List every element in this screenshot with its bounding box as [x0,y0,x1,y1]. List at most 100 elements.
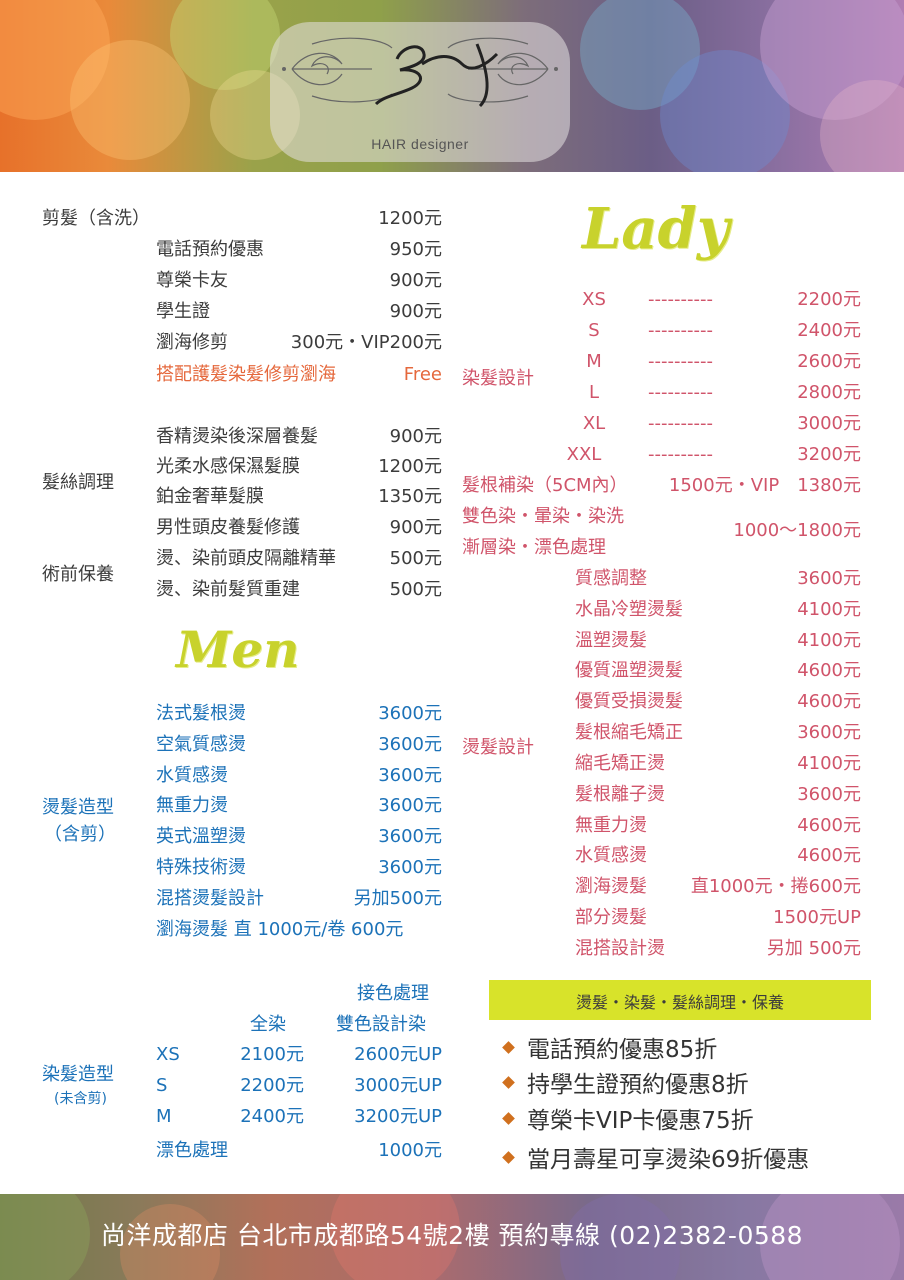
men-dye-size: XS [156,1044,180,1065]
lady-dye-dashes: ---------- [648,320,713,341]
promo-item-text: 尊榮卡VIP卡優惠75折 [527,1108,754,1134]
care-item-price: 1350元 [378,486,442,507]
men-dye-note: (未含剪) [54,1091,107,1107]
lady-root-price: 1500元・VIP 1380元 [668,475,861,496]
men-perm-item-name: 無重力燙 [156,795,228,816]
lady-dye-price: 2400元 [797,320,861,341]
men-perm-item-name: 法式髮根燙 [156,703,246,724]
lady-perm-item-price: 3600元 [797,722,861,743]
lady-perm-item-name: 髮根縮毛矯正 [575,722,683,743]
men-dye-size: M [156,1106,172,1127]
header-banner: HAIR designer [0,0,904,172]
promo-bar-text: 燙髮・染髮・髮絲調理・保養 [575,993,784,1012]
lady-perm-item-name: 溫塑燙髮 [575,630,647,651]
men-perm-item-name: 特殊技術燙 [156,857,246,878]
care-item-name: 香精燙染後深層養髮 [156,426,318,447]
lady-perm-item-name: 髮根離子燙 [575,784,665,805]
promo-item-text: 電話預約優惠85折 [527,1037,718,1063]
care-category: 髮絲調理 [42,472,114,493]
lady-perm-item-price: 4600元 [797,691,861,712]
cut-title: 剪髮（含洗） [42,208,150,229]
men-dye-size: S [156,1075,168,1096]
lady-dye-size: S [588,320,600,341]
men-perm-item-price: 3600元 [378,857,442,878]
men-dye-category: 染髮造型 [42,1064,114,1085]
tagline: HAIR designer [371,136,469,152]
pre-care-category: 術前保養 [42,564,114,585]
men-dye-header-top: 接色處理 [357,983,429,1004]
lady-perm-item-price: 1500元UP [773,907,861,928]
lady-dye-size: XXL [566,444,602,465]
men-perm-item-price: 另加500元 [353,888,442,909]
men-dye-full: 2100元 [240,1044,304,1065]
footer-address: 尚洋成都店 台北市成都路54號2樓 預約專線 (02)2382-0588 [100,1221,804,1250]
men-perm-item-name: 英式溫塑燙 [156,826,246,847]
logo-panel [270,22,570,162]
lady-perm-item-price: 另加 500元 [766,938,861,959]
cut-item-price: 900元 [389,301,442,322]
men-perm-item-price: 3600元 [378,795,442,816]
lady-perm-item-price: 3600元 [797,784,861,805]
diamond-bullet-icon [502,1041,515,1054]
cut-item-price: 900元 [389,270,442,291]
care-item-name: 鉑金奢華髮膜 [156,486,264,507]
men-perm-note: （含剪） [44,824,116,845]
men-perm-category: 燙髮造型 [42,797,114,818]
lady-multi-line2: 漸層染・漂色處理 [462,537,606,558]
cut-item-price: 950元 [389,239,442,260]
men-dye-two: 2600元UP [354,1044,442,1065]
men-bleach-price: 1000元 [378,1140,442,1161]
care-item-price: 500元 [389,579,442,600]
men-perm-item-price: 3600元 [378,703,442,724]
lady-perm-item-name: 無重力燙 [575,815,647,836]
lady-dye-dashes: ---------- [648,289,713,310]
men-bleach-name: 漂色處理 [156,1140,228,1161]
men-perm-item-name: 混搭燙髮設計 [156,888,264,909]
lady-perm-item-name: 優質溫塑燙髮 [575,660,683,681]
lady-script-title: Lady [582,196,730,262]
cut-item-name: 瀏海修剪 [156,332,228,353]
diamond-bullet-icon [502,1076,515,1089]
cut-title-price: 1200元 [378,208,442,229]
cut-item-name: 學生證 [156,301,210,322]
lady-dye-price: 3000元 [797,413,861,434]
lady-perm-item-price: 4600元 [797,660,861,681]
promo-item-text: 當月壽星可享燙染69折優惠 [527,1147,810,1173]
care-item-name: 燙、染前頭皮隔離精華 [156,548,336,569]
lady-dye-price: 2800元 [797,382,861,403]
men-script-title: Men [176,620,300,679]
promo-item: 持學生證預約優惠8折 [502,1071,749,1099]
men-dye-two: 3000元UP [354,1075,442,1096]
care-item-price: 900元 [389,426,442,447]
cut-item-name: 電話預約優惠 [156,239,264,260]
lady-dye-price: 3200元 [797,444,861,465]
lady-perm-item-name: 部分燙髮 [575,907,647,928]
cut-highlight-name: 搭配護髮染髮修剪瀏海 [156,364,336,385]
care-item-name: 男性頭皮養髮修護 [156,517,300,538]
men-dye-full: 2400元 [240,1106,304,1127]
lady-perm-item-price: 4600元 [797,845,861,866]
men-perm-item-price: 3600元 [378,765,442,786]
lady-dye-dashes: ---------- [648,382,713,403]
lady-perm-item-name: 縮毛矯正燙 [575,753,665,774]
men-dye-col-full: 全染 [250,1014,286,1035]
men-perm-item-name: 空氣質感燙 [156,734,246,755]
men-perm-item-name: 水質感燙 [156,765,228,786]
lady-perm-item-name: 瀏海燙髮 [575,876,647,897]
lady-dye-size: XS [582,289,606,310]
lady-perm-item-price: 4600元 [797,815,861,836]
lady-dye-dashes: ---------- [648,444,713,465]
lady-perm-item-name: 混搭設計燙 [575,938,665,959]
men-perm-item-name: 瀏海燙髮 直 1000元/卷 600元 [156,919,404,940]
lady-perm-item-name: 質感調整 [575,568,647,589]
promo-item-text: 持學生證預約優惠8折 [527,1072,749,1098]
lady-perm-item-name: 優質受損燙髮 [575,691,683,712]
lady-multi-line1: 雙色染・暈染・染洗 [462,506,624,527]
footer-banner: 尚洋成都店 台北市成都路54號2樓 預約專線 (02)2382-0588 [0,1194,904,1280]
lady-multi-price: 1000～1800元 [733,520,861,541]
lady-perm-item-price: 4100元 [797,753,861,774]
men-dye-full: 2200元 [240,1075,304,1096]
cut-highlight-price: Free [403,364,442,385]
cut-item-price: 300元・VIP200元 [290,332,442,353]
lady-perm-category: 燙髮設計 [462,737,534,758]
